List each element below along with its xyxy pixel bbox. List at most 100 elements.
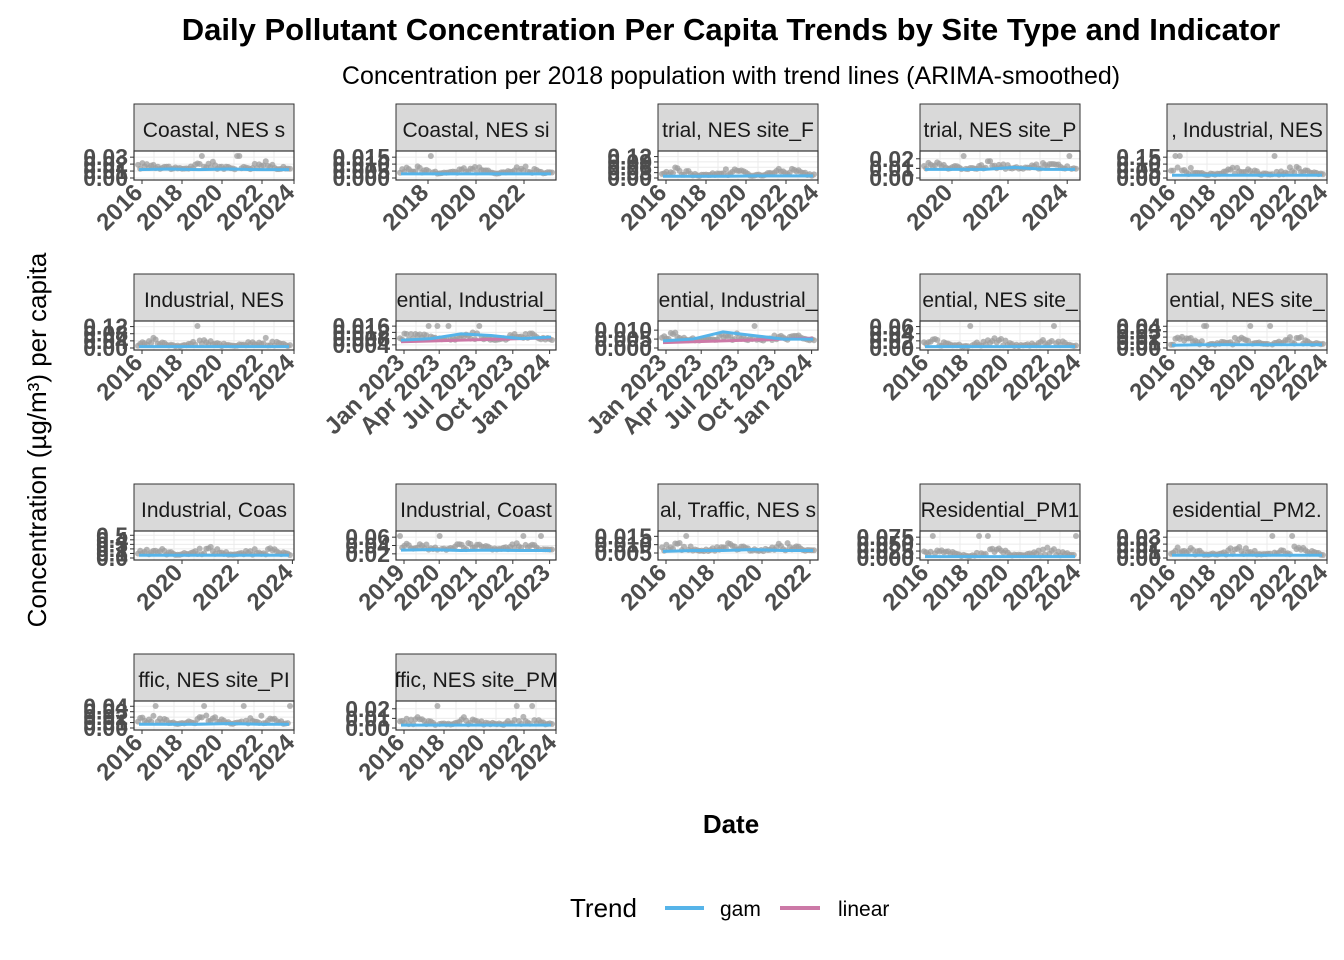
y-tick-label: 0.010	[594, 532, 652, 558]
y-tick-label: 0.3	[96, 531, 128, 557]
x-tick-label: 2020	[711, 559, 768, 616]
legend-label-gam: gam	[720, 898, 761, 921]
data-point	[522, 163, 529, 170]
x-tick-label: 2022	[473, 179, 530, 236]
data-point	[425, 323, 432, 329]
data-point	[1172, 153, 1179, 159]
y-tick-label: 0.00	[869, 165, 914, 191]
y-tick-label: 0.04	[83, 693, 128, 719]
y-tick-label: 0.075	[856, 524, 914, 550]
data-point	[416, 164, 423, 171]
x-tick-label: 2022	[957, 179, 1014, 236]
y-tick-label: 0.005	[332, 158, 390, 184]
data-point	[529, 703, 536, 709]
y-tick-label: 0.000	[594, 335, 652, 361]
y-tick-label: 0.012	[332, 319, 390, 345]
legend-label-linear: linear	[838, 898, 889, 921]
x-tick-label: 2020	[425, 179, 482, 236]
data-point	[1073, 533, 1079, 539]
data-point	[960, 153, 967, 159]
trend-line-gam	[138, 167, 289, 172]
data-point	[1267, 323, 1274, 329]
data-point	[1187, 164, 1194, 171]
trend-line-gam	[925, 165, 1075, 171]
y-tick-label: 0.005	[594, 540, 652, 566]
panel-border	[133, 150, 295, 181]
y-tick-label: 0.04	[869, 321, 914, 347]
data-point	[670, 170, 677, 177]
y-tick-label: 0.09	[607, 149, 652, 175]
data-point	[537, 533, 544, 539]
facet-strip-label: ential, Industrial_	[397, 289, 556, 312]
x-tick-label: 2024	[242, 559, 299, 616]
y-tick-label: 0.4	[96, 527, 128, 553]
data-point	[987, 158, 994, 165]
data-point	[150, 712, 157, 719]
facet-panel: Residential_PM10.0000.0250.0500.07520162…	[856, 483, 1087, 616]
y-tick-label: 0.1	[96, 540, 128, 566]
data-point	[236, 153, 243, 159]
y-tick-label: 0.2	[96, 536, 128, 562]
data-point	[1174, 164, 1181, 171]
facet-strip-label: trial, NES site_P	[924, 119, 1077, 142]
facet-strip	[395, 103, 557, 152]
y-tick-label: 0.04	[1116, 313, 1161, 339]
y-tick-label: 0.005	[594, 326, 652, 352]
y-tick-label: 0.00	[607, 165, 652, 191]
y-tick-label: 0.12	[607, 144, 652, 170]
data-point	[1247, 323, 1254, 329]
y-tick-label: 0.02	[83, 704, 128, 730]
data-point	[196, 545, 203, 552]
y-tick-label: 0.06	[345, 524, 390, 550]
facet-strip-label: ffic, NES site_PM	[395, 669, 558, 692]
x-tick-label: 2018	[663, 559, 720, 616]
y-tick-label: 0.008	[332, 326, 390, 352]
data-point	[1297, 334, 1304, 341]
facet-strip-label: Coastal, NES s	[143, 119, 285, 142]
data-point	[973, 549, 980, 556]
facet-panel: esidential_PM2.0.000.010.020.03201620182…	[1116, 483, 1334, 616]
facet-panel: ential, NES site_0.000.020.040.062016201…	[869, 273, 1087, 406]
panel-border	[919, 320, 1081, 351]
data-point	[445, 323, 452, 329]
facet-strip	[395, 483, 557, 532]
data-point	[1050, 323, 1057, 329]
y-tick-label: 0.02	[1116, 531, 1161, 557]
facet-strip	[919, 103, 1081, 152]
y-tick-label: 0.01	[869, 155, 914, 181]
data-point	[1066, 153, 1073, 159]
panel-border	[1166, 530, 1328, 561]
data-point	[397, 533, 403, 539]
y-tick-label: 0.010	[594, 317, 652, 343]
data-point	[1229, 164, 1236, 171]
y-tick-label: 0.025	[856, 538, 914, 564]
facet-strip	[657, 483, 819, 532]
data-point	[1170, 167, 1177, 174]
data-point	[212, 714, 219, 721]
x-tick-label: 2022	[187, 559, 244, 616]
facet-strip	[133, 103, 295, 152]
chart-title: Daily Pollutant Concentration Per Capita…	[182, 12, 1280, 47]
y-tick-label: 0.00	[83, 335, 128, 361]
legend: Trend gam linear	[570, 893, 889, 923]
y-tick-label: 0.00	[1116, 545, 1161, 571]
data-point	[1203, 323, 1210, 329]
y-tick-label: 0.12	[83, 314, 128, 340]
facet-panel: Industrial, Coast0.020.040.0620192020202…	[345, 483, 557, 616]
panel-border	[133, 700, 295, 731]
y-tick-label: 0.06	[607, 154, 652, 180]
data-point	[513, 703, 520, 709]
y-tick-label: 0.02	[869, 146, 914, 172]
panel-border	[133, 530, 295, 561]
data-point	[436, 533, 443, 539]
y-tick-label: 0.000	[332, 165, 390, 191]
y-tick-label: 0.04	[345, 533, 390, 559]
y-tick-label: 0.00	[83, 715, 128, 741]
data-point	[408, 716, 415, 723]
data-point	[198, 153, 205, 159]
y-tick-label: 0.01	[1116, 538, 1161, 564]
facet-strip-label: Industrial, NES	[144, 289, 284, 312]
panel-border	[657, 150, 819, 181]
data-point	[240, 703, 247, 709]
